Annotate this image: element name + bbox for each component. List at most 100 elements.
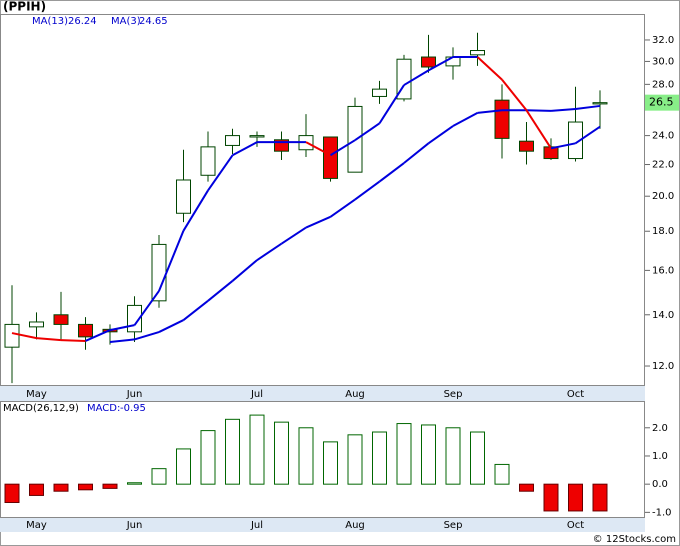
legend-label: MA(3): [111, 16, 141, 27]
credit: © 12Stocks.com: [593, 534, 676, 545]
ma-line: [305, 215, 331, 229]
macd-bar: [151, 468, 167, 485]
candle-body: [249, 135, 265, 138]
ma-line: [476, 56, 503, 81]
ma-line: [133, 290, 160, 326]
ma-line: [428, 56, 454, 72]
chart-title: (PPIH): [3, 0, 46, 14]
macd-panel: [0, 401, 645, 518]
macd-bar: [592, 483, 608, 512]
ma-line: [403, 69, 430, 86]
ma-line: [329, 198, 356, 218]
macd-bar: [323, 441, 338, 485]
ma-line: [60, 339, 86, 342]
macd-bar: [29, 483, 44, 496]
candle-body: [494, 99, 510, 139]
macd-bar: [176, 448, 191, 485]
candle-body: [4, 323, 20, 348]
ma-line: [158, 230, 185, 292]
y-tick-label: 18.0: [652, 226, 674, 237]
ma-line: [280, 226, 307, 245]
candle-body: [470, 50, 485, 56]
x-tick-label: Sep: [444, 520, 463, 531]
x-tick-label: Aug: [345, 520, 365, 531]
x-tick-label: Sep: [444, 389, 463, 400]
candle-body: [568, 121, 583, 160]
ma-line: [36, 337, 62, 342]
ma-line: [354, 122, 381, 142]
x-axis-band: [0, 386, 645, 401]
macd-bar: [519, 483, 534, 492]
ma-line: [574, 125, 601, 145]
x-tick-label: Jul: [250, 520, 263, 531]
x-tick-label: Oct: [567, 520, 584, 531]
candle-body: [78, 323, 93, 338]
macd-title: MACD(26,12,9): [3, 403, 79, 414]
y-tick-label: 14.0: [652, 310, 674, 321]
macd-bar: [200, 430, 216, 485]
macd-bar: [225, 418, 240, 485]
candle-body: [274, 139, 289, 152]
y-tick-label: 22.0: [652, 160, 674, 171]
ma-line: [403, 142, 430, 164]
ma-line: [134, 331, 160, 341]
y-tick-label: 2.0: [652, 423, 668, 434]
y-tick-label: -1.0: [652, 507, 672, 518]
candle-body: [372, 88, 387, 97]
x-axis-band: [0, 518, 645, 532]
macd-bar: [421, 424, 436, 485]
price-tag: [645, 94, 679, 111]
macd-bar: [274, 421, 289, 485]
ma-line: [232, 141, 258, 157]
ma-line: [427, 125, 454, 145]
macd-bar: [347, 434, 363, 485]
macd-bar: [4, 483, 20, 503]
ma-line: [85, 329, 111, 342]
candle-body: [543, 146, 559, 160]
y-tick-label: 20.0: [652, 191, 674, 202]
y-tick-label: 1.0: [652, 451, 668, 462]
ma-line: [305, 141, 331, 157]
ma-line: [158, 319, 184, 333]
ma-line: [109, 324, 135, 332]
ma-line: [550, 107, 576, 112]
macd-bar: [78, 483, 93, 491]
y-tick-label: 12.0: [652, 361, 674, 372]
x-tick-label: May: [26, 389, 47, 400]
macd-bar: [494, 463, 510, 485]
candle-body: [421, 56, 436, 68]
price-tag-label: 26.5: [649, 96, 674, 109]
macd-bar: [298, 427, 314, 485]
legend-value: 26.24: [68, 16, 97, 27]
y-tick-label: 24.0: [652, 131, 674, 142]
ma-line: [354, 180, 381, 201]
candle-body: [200, 146, 216, 176]
ma-line: [182, 300, 209, 321]
ma-line: [329, 139, 356, 157]
ma-line: [256, 242, 283, 261]
candle-body: [323, 136, 338, 179]
macd-bar: [127, 482, 142, 485]
ma-line: [231, 259, 258, 282]
ma-line: [477, 109, 503, 114]
ma-line: [452, 111, 478, 127]
candle-body: [29, 321, 44, 328]
macd-name: MACD:: [87, 403, 120, 414]
ma-line: [501, 79, 528, 111]
y-tick-label: 16.0: [652, 265, 674, 276]
x-tick-label: Oct: [567, 389, 584, 400]
legend-label: MA(13): [32, 16, 68, 27]
x-tick-label: Jul: [250, 389, 263, 400]
macd-bar: [249, 414, 265, 485]
macd-bar: [543, 483, 559, 512]
x-tick-label: Aug: [345, 389, 365, 400]
y-tick-label: 32.0: [652, 35, 674, 46]
x-tick-label: Jun: [126, 520, 143, 531]
macd-bar: [445, 427, 461, 485]
macd-bar: [372, 431, 387, 485]
candle-body: [53, 314, 69, 325]
ma-line: [207, 154, 234, 192]
y-tick-label: 30.0: [652, 56, 674, 67]
candle-body: [225, 135, 240, 146]
macd-bar: [396, 423, 412, 485]
